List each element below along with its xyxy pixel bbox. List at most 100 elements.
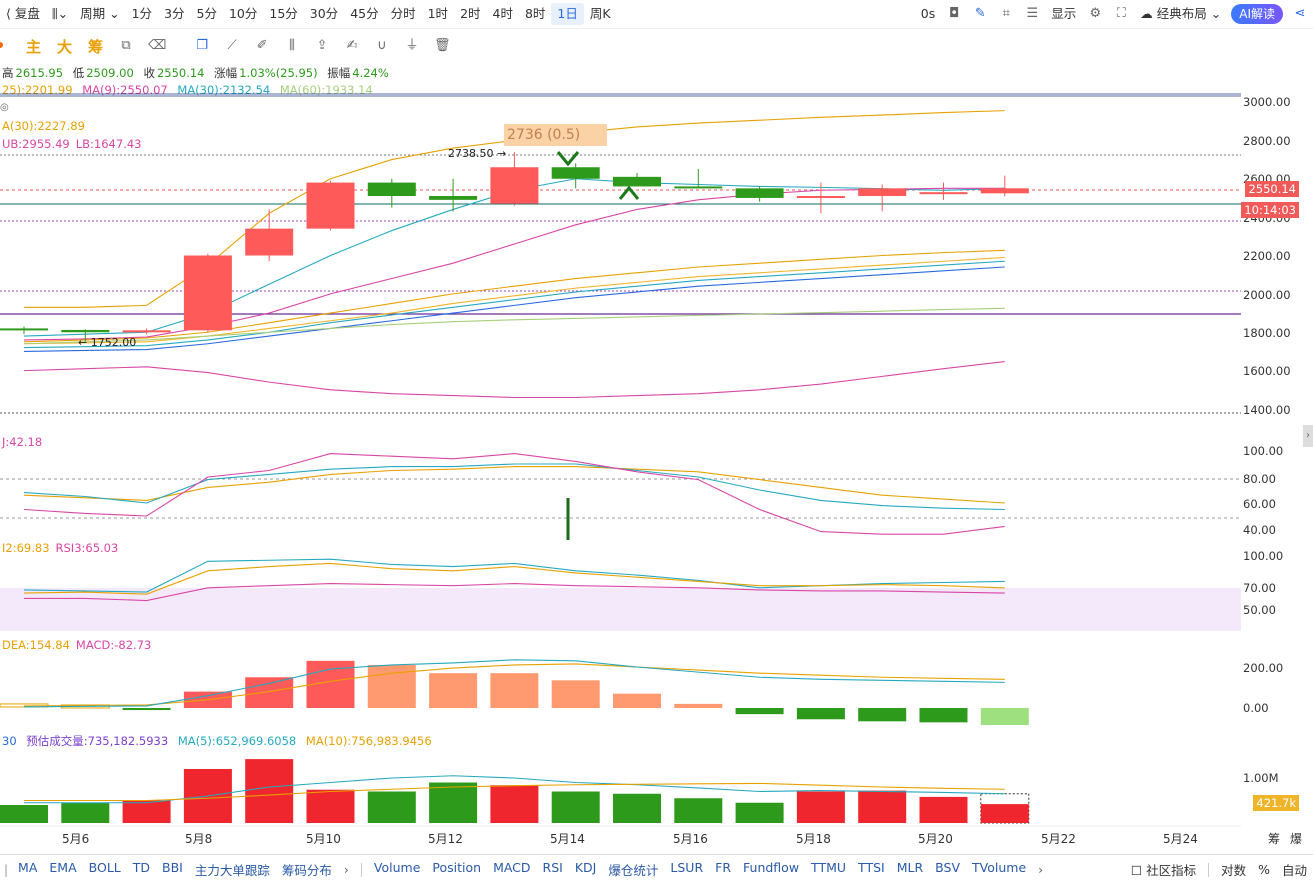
period-dropdown[interactable]: 周期 ⌄ [80,6,120,21]
line-tool-icon[interactable]: ⟋ [227,38,237,53]
volume-bar [429,782,478,823]
sub-indicator-1[interactable]: Position [432,860,482,875]
axis-tick: 1800.00 [1243,326,1291,340]
more-right-icon[interactable]: › [1038,862,1044,877]
eraser-icon[interactable]: ⌫ [148,38,167,53]
volume-bar [490,785,539,823]
interval-5[interactable]: 30分 [309,6,339,21]
display-button[interactable]: 显示 [1051,6,1077,21]
candle-body [245,228,294,256]
back-icon: ⟨ [6,6,11,21]
draw-shape-icon[interactable]: ⧉ [121,38,131,53]
volume-bar [919,796,968,823]
main-indicator-2[interactable]: BOLL [88,860,121,875]
chips-corner-button[interactable]: 筹 [1268,832,1281,846]
sub-indicator-2[interactable]: MACD [493,860,531,875]
last-price-tag: 2550.14 [1245,181,1299,197]
main-indicator-6[interactable]: 筹码分布 [281,863,332,878]
more-left-icon[interactable]: › [343,862,349,877]
sub-indicator-8[interactable]: Fundflow [743,860,800,875]
layout-dropdown[interactable]: ☁ 经典布局 ⌄ [1140,6,1222,21]
axis-tick: 2200.00 [1243,249,1291,263]
interval-3[interactable]: 10分 [228,6,258,21]
candle-body [490,167,539,204]
axis-tick: 1400.00 [1243,403,1291,417]
ma30-line [23,260,1005,349]
main-indicator-3[interactable]: TD [132,860,151,875]
rsi-legend: I2:69.83 RSI3:65.03 [2,541,119,555]
eye-icon[interactable]: ◎ [0,102,9,113]
sub-indicator-10[interactable]: TTSI [858,860,885,875]
auto-scale-button[interactable]: 自动 [1281,863,1307,878]
interval-9[interactable]: 2时 [460,6,481,21]
upload-icon[interactable]: ⇪ [316,38,328,53]
candle-type-button[interactable]: ⫼⌄ [46,3,74,25]
kdj-j [23,453,1005,535]
volume-bar [0,805,48,823]
note-icon[interactable]: ✍ [346,38,358,53]
magnet-icon[interactable]: ∪ [377,38,387,53]
drawing-toolbar: 主 大 筹 ⧉ ⌫ ❐ ⟋ ✐ ⫼ ⇪ ✍ ∪ ⏚ 🗑 [0,32,457,60]
brush-icon[interactable]: ✐ [256,38,268,53]
interval-12[interactable]: 1日 [551,3,584,25]
axis-tick: 1.00M [1243,771,1279,785]
sub-indicator-13[interactable]: TVolume [972,860,1027,875]
log-scale-button[interactable]: 对数 [1221,863,1247,878]
sub-indicator-4[interactable]: KDJ [574,860,597,875]
sub-indicator-3[interactable]: RSI [542,860,563,875]
volume-bar [858,790,907,823]
sell-arrow [556,151,580,167]
low-mark: ← 1752.00 [78,336,136,349]
camera-icon[interactable]: ◘ [949,6,960,21]
interval-1[interactable]: 3分 [164,6,185,21]
copy-icon[interactable]: ❐ [196,38,208,53]
sub-indicator-5[interactable]: 爆仓统计 [608,863,659,878]
bars-icon[interactable]: ⫼ [289,38,296,53]
interval-11[interactable]: 8时 [524,6,546,21]
main-indicator-button[interactable]: 主 [26,37,42,56]
sub-indicator-11[interactable]: MLR [896,860,924,875]
sub-indicator-0[interactable]: Volume [373,860,421,875]
main-indicator-1[interactable]: EMA [49,860,77,875]
filter-icon[interactable]: ⏚ [405,38,419,53]
x-tick: 5月6 [62,832,90,846]
main-indicator-5[interactable]: 主力大单跟踪 [194,863,270,878]
interval-10[interactable]: 4时 [492,6,513,21]
fullscreen-icon[interactable]: ⛶ [1116,6,1126,21]
main-indicator-0[interactable]: MA [18,860,38,875]
interval-13[interactable]: 周K [589,6,611,21]
sub-indicator-12[interactable]: BSV [935,860,961,875]
crop-icon[interactable]: ⌗ [1002,6,1010,21]
interval-0[interactable]: 1分 [131,6,153,21]
ma9-line [23,187,1005,341]
sub-indicator-9[interactable]: TTMU [811,860,847,875]
sub-indicator-6[interactable]: LSUR [670,860,704,875]
buy-arrow [618,185,640,200]
gear-icon[interactable]: ⚙ [1089,6,1102,21]
macd-bar [735,708,784,715]
pen-icon[interactable]: ✎ [974,6,986,21]
interval-8[interactable]: 1时 [427,6,449,21]
volume-bar [306,789,355,823]
list-icon[interactable]: ☰ [1026,6,1039,21]
main-indicator-4[interactable]: BBI [162,860,183,875]
interval-4[interactable]: 15分 [269,6,298,21]
trash-icon[interactable]: 🗑 [434,38,451,53]
interval-7[interactable]: 分时 [390,6,416,21]
restore-button[interactable]: ⟨ 复盘 [6,6,40,21]
community-indicator-button[interactable]: ☐ 社区指标 [1130,863,1197,878]
macd-bar [919,708,968,723]
rsi-band [0,588,1241,631]
liq-corner-button[interactable]: 爆 [1290,832,1303,846]
interval-6[interactable]: 45分 [350,6,379,21]
ai-interpret-button[interactable]: AI解读 [1231,4,1283,24]
share-icon[interactable]: ⋖ [1294,6,1306,21]
chips-button[interactable]: 筹 [88,37,104,56]
sub-indicator-7[interactable]: FR [715,860,732,875]
volume-bar [674,798,723,823]
big-order-button[interactable]: 大 [57,37,73,56]
collapse-handle[interactable]: › [1303,425,1313,447]
interval-2[interactable]: 5分 [196,6,217,21]
percent-scale-button[interactable]: % [1258,862,1270,877]
